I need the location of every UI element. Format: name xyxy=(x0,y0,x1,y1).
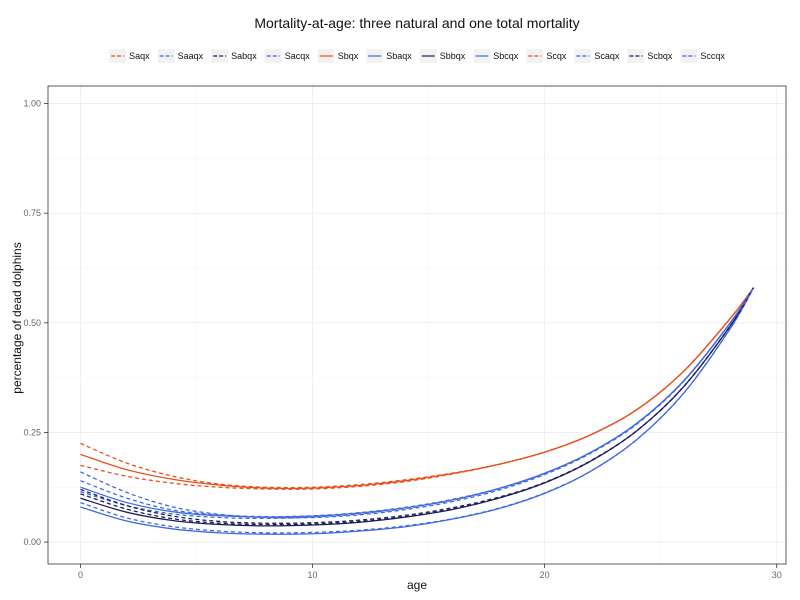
y-axis-title: percentage of dead dolphins xyxy=(10,242,24,393)
x-tick-label: 10 xyxy=(308,570,318,580)
legend-item-scbqx: Scbqx xyxy=(627,49,673,63)
series-line-scqx xyxy=(80,287,755,490)
legend-label: Sbaqx xyxy=(386,51,412,61)
legend-label: Saqx xyxy=(129,51,150,61)
legend-item-sccqx: Sccqx xyxy=(680,49,725,63)
legend-item-scaqx: Scaqx xyxy=(574,49,620,63)
legend-label: Sbbqx xyxy=(440,51,466,61)
y-axis: 0.00 0.25 0.50 0.75 1.00 xyxy=(23,99,48,547)
series-layer xyxy=(80,287,755,535)
legend-label: Sabqx xyxy=(231,51,257,61)
legend-item-sacqx: Sacqx xyxy=(264,49,311,63)
legend-label: Saaqx xyxy=(178,51,204,61)
y-tick-label: 0.25 xyxy=(23,427,41,437)
legend-label: Scbqx xyxy=(647,51,673,61)
y-tick-label: 0.50 xyxy=(23,318,41,328)
legend: Saqx Saaqx Sabqx Sacqx Sbqx Sbaqx Sbbqx Sbcqx Sc… xyxy=(109,49,725,63)
legend-item-saqx: Saqx xyxy=(109,49,150,63)
x-tick-label: 0 xyxy=(78,570,83,580)
legend-item-sbcqx: Sbcqx xyxy=(473,49,519,63)
legend-label: Sccqx xyxy=(700,51,725,61)
series-line-sbaqx xyxy=(80,287,755,518)
plot-panel-background xyxy=(48,86,786,564)
plot-panel-border xyxy=(47,85,787,565)
grid xyxy=(48,86,786,564)
legend-item-scqx: Scqx xyxy=(526,49,567,63)
series-line-sbcqx xyxy=(80,287,755,535)
series-line-sccqx xyxy=(80,287,755,519)
x-tick-label: 20 xyxy=(540,570,550,580)
y-tick-label: 0.75 xyxy=(23,208,41,218)
legend-item-sbbqx: Sbbqx xyxy=(419,49,466,63)
legend-label: Sbqx xyxy=(338,51,359,61)
legend-label: Sbcqx xyxy=(493,51,519,61)
x-tick-label: 30 xyxy=(772,570,782,580)
y-tick-label: 0.00 xyxy=(23,537,41,547)
x-axis-title: age xyxy=(407,578,427,592)
legend-label: Scaqx xyxy=(594,51,620,61)
legend-label: Sacqx xyxy=(285,51,311,61)
legend-item-sabqx: Sabqx xyxy=(211,49,257,63)
legend-item-sbqx: Sbqx xyxy=(317,49,359,63)
legend-item-saaqx: Saaqx xyxy=(157,49,204,63)
legend-label: Scqx xyxy=(546,51,567,61)
x-axis: 0 10 20 30 xyxy=(78,564,782,580)
chart-title: Mortality-at-age: three natural and one … xyxy=(254,15,579,31)
series-line-scaqx xyxy=(80,287,755,520)
legend-item-sbaqx: Sbaqx xyxy=(366,49,412,63)
y-tick-label: 1.00 xyxy=(23,99,41,109)
series-line-scbqx xyxy=(80,287,755,524)
